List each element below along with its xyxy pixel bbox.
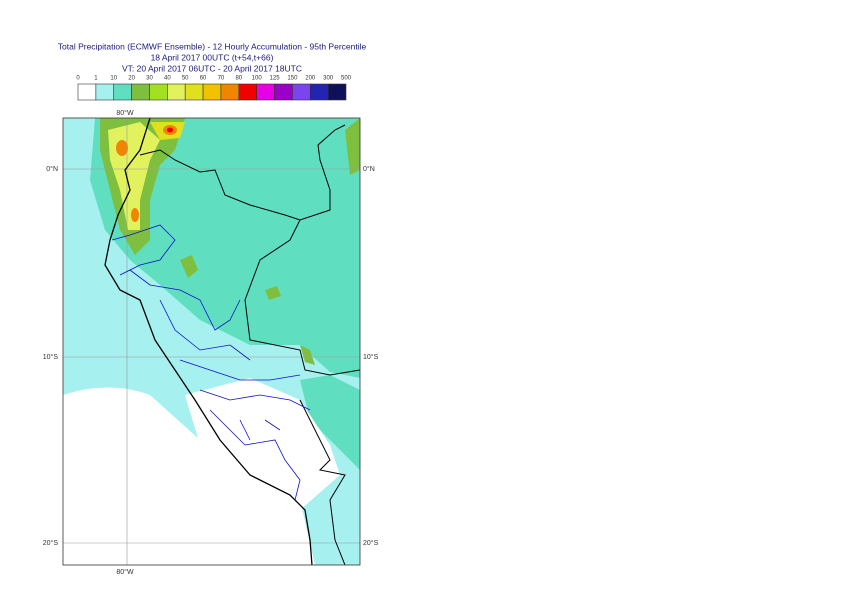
legend-swatch: [95, 83, 115, 101]
legend-swatch: [274, 83, 293, 101]
legend-label: 80: [235, 76, 242, 82]
legend-swatch: [292, 83, 311, 101]
legend-label: 125: [270, 76, 281, 82]
latitude-label: 0°N: [363, 165, 375, 173]
legend-swatch: [220, 83, 240, 101]
border: [139, 124, 360, 565]
latitude-label: 20°S: [43, 539, 59, 547]
map-frame: [62, 117, 361, 566]
longitude-label: 80°W: [116, 109, 134, 117]
legend-swatch: [113, 83, 132, 101]
legend-swatch: [309, 83, 329, 101]
legend-label: 10: [110, 76, 117, 82]
legend-swatch: [202, 83, 222, 101]
subtitle: 18 April 2017 00UTC (t+54,t+66): [151, 52, 274, 62]
rain-peak: [167, 127, 173, 133]
rain-area: [345, 118, 360, 175]
wet-area: [300, 375, 360, 470]
rain-area: [180, 255, 315, 365]
legend-label: 100: [252, 76, 263, 82]
dry-ocean: [63, 387, 315, 565]
legend-swatch: [167, 83, 186, 101]
legend-label: 500: [341, 76, 352, 82]
legend-swatch: [184, 83, 204, 101]
latitude-label: 10°S: [43, 353, 59, 361]
legend-label: 0: [76, 76, 80, 82]
legend: 0 1 10 20 30 40 50 60 70 80 100 125 150 200 300 500: [76, 76, 352, 101]
legend-label: 30: [146, 76, 153, 82]
subtitle: VT: 20 April 2017 06UTC - 20 April 2017 …: [122, 63, 302, 73]
legend-label: 60: [200, 76, 207, 82]
latitude-label: 20°S: [363, 539, 379, 547]
admin-border: [111, 224, 311, 501]
dry-area: [185, 378, 340, 510]
legend-swatch: [149, 83, 168, 101]
latitude-label: 10°S: [363, 353, 379, 361]
legend-swatch: [77, 83, 97, 101]
coastline: [104, 118, 313, 565]
rain-peak: [131, 208, 139, 222]
rain-peak: [116, 140, 128, 156]
latitude-label: 0°N: [46, 165, 58, 173]
legend-label: 300: [323, 76, 334, 82]
legend-label: 70: [218, 76, 225, 82]
legend-label: 150: [287, 76, 298, 82]
legend-label: 40: [164, 76, 171, 82]
title: Total Precipitation (ECMWF Ensemble) - 1…: [58, 41, 367, 51]
legend-label: 200: [305, 76, 316, 82]
legend-label: 1: [94, 76, 98, 82]
legend-swatch: [131, 83, 150, 101]
legend-label: 20: [128, 76, 135, 82]
longitude-label: 80°W: [116, 568, 134, 576]
legend-swatch: [238, 83, 257, 101]
legend-swatch: [327, 83, 347, 101]
wet-area: [90, 118, 360, 378]
legend-swatch: [256, 83, 275, 101]
legend-label: 50: [182, 76, 189, 82]
map: 80°W 80°W 0°N 0°N 10°S 10°S 20°S 20°S: [43, 109, 379, 576]
